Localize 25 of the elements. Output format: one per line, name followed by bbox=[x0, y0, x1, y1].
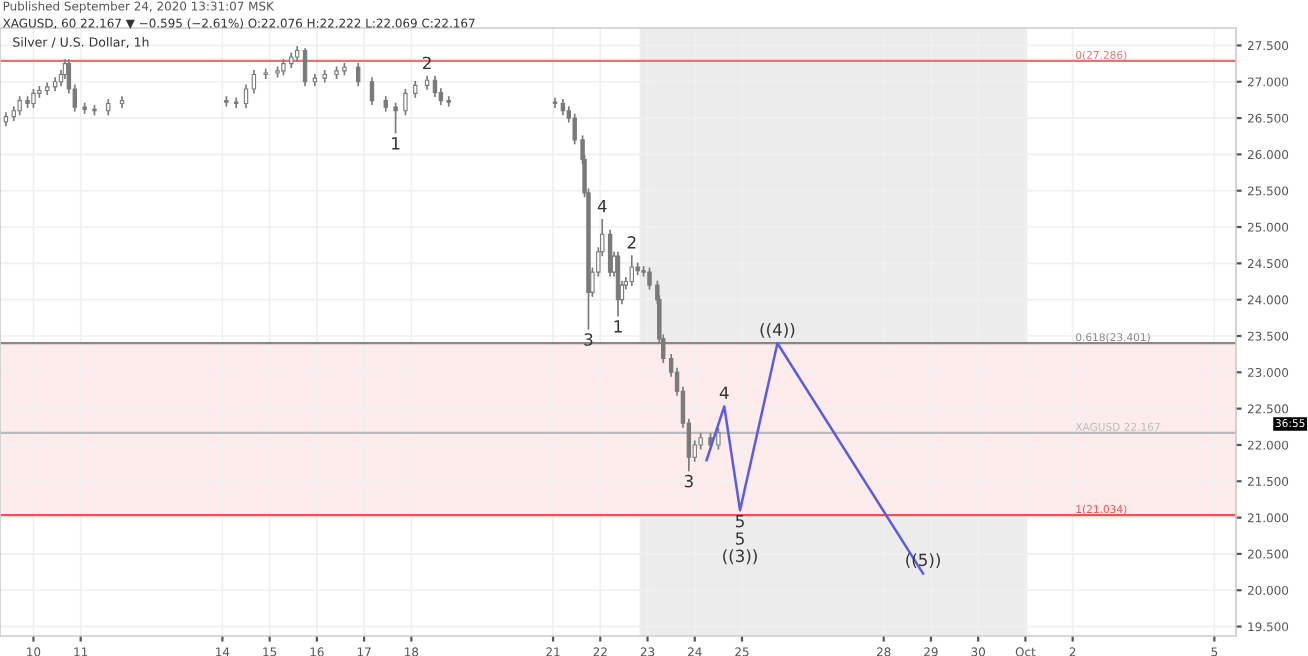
candlestick bbox=[302, 48, 308, 87]
candlestick bbox=[263, 68, 268, 79]
annotation: 4 bbox=[597, 199, 607, 213]
annotation: 2 bbox=[627, 236, 636, 249]
candlestick bbox=[716, 428, 721, 450]
candlestick bbox=[403, 88, 408, 116]
candlestick bbox=[393, 102, 398, 134]
candlestick bbox=[446, 96, 451, 107]
candlestick bbox=[355, 62, 361, 87]
annotation: 3 bbox=[684, 474, 693, 488]
candlestick bbox=[629, 255, 634, 286]
candlestick bbox=[243, 84, 249, 109]
candlestick bbox=[119, 96, 125, 109]
annotation: 1 bbox=[614, 320, 622, 333]
candlestick bbox=[233, 97, 239, 109]
annotation: 1 bbox=[392, 137, 400, 150]
annotation: 4 bbox=[719, 386, 729, 399]
annotation: 5 5 ((3)) bbox=[723, 515, 757, 565]
candlestick bbox=[432, 75, 438, 98]
candlestick bbox=[251, 70, 257, 94]
candlestick bbox=[615, 251, 621, 317]
candlestick bbox=[369, 77, 375, 106]
candlestick bbox=[552, 97, 558, 109]
candlestick bbox=[607, 229, 613, 277]
annotation: ((4)) bbox=[760, 322, 795, 338]
